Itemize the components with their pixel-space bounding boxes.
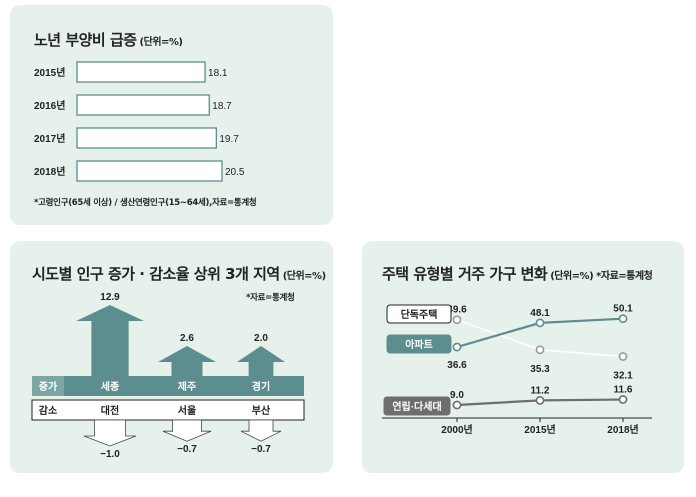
series-point [618,352,628,361]
decrease-region-label: 부산 [252,404,271,417]
x-tick-label: 2018년 [607,423,638,436]
series-point [452,400,462,410]
increase-label-box [32,376,64,396]
increase-label: 증가 [39,380,58,393]
increase-arrow [158,346,216,376]
dependency-value-label: 18.1 [208,68,228,79]
series-name-tag [383,396,451,416]
decrease-region-label: 서울 [178,404,196,417]
series-point [535,318,545,328]
decrease-arrow [240,419,282,442]
decrease-region-label: 대전 [101,404,119,417]
dependency-value-label: 18.7 [212,101,232,112]
dependency-ratio-panel: 노년 부양비 급증 (단위=%) 2015년 18.1 2016년 18.7 2017년 1… [10,5,333,225]
housing-line-chart: 2000년 2015년 2018년 49.6 35.3 32.1 36.6 48.1 50.1 9… [382,304,652,436]
series-value-label: 11.2 [531,385,550,396]
increase-region-label: 제주 [178,380,196,393]
decrease-band [31,399,305,421]
series-name-tag [386,334,452,354]
decrease-value-label: −1.0 [100,449,120,460]
year-label: 2017년 [34,132,65,145]
year-label: 2015년 [34,66,65,79]
year-label: 2018년 [34,165,65,178]
increase-value-label: 12.9 [100,292,120,303]
population-change-panel: 시도별 인구 증가 · 감소율 상위 3개 지역 (단위=%) *자료=통계청 1… [10,241,333,473]
dependency-chart-title: 노년 부양비 급증 (단위=%) [34,31,183,49]
decrease-label: 감소 [39,405,57,417]
series-point [535,345,545,355]
year-label: 2016년 [34,99,65,112]
increase-value-label: 2.6 [180,333,194,344]
x-tick-label: 2015년 [524,423,555,436]
increase-arrow [76,305,144,376]
series-name-label: 연립·다세대 [392,400,441,413]
series-point [452,315,462,325]
series-value-label: 36.6 [447,360,467,371]
series-point [535,395,545,405]
increase-region-label: 경기 [252,380,270,393]
series-point [618,395,628,404]
series-value-label: 9.0 [450,390,464,401]
series-value-label: 49.6 [447,305,467,316]
decrease-value-label: −0.7 [177,444,197,455]
population-source: *자료=통계청 [246,293,295,303]
dependency-bar [76,127,217,149]
series-point [452,342,462,352]
dependency-bar-chart: 2015년 18.1 2016년 18.7 2017년 19.7 2018년 20.5 [34,61,245,182]
series-value-label: 32.1 [613,370,633,381]
increase-region-label: 세종 [101,380,119,393]
dependency-value-label: 20.5 [225,167,245,178]
population-chart-title: 시도별 인구 증가 · 감소율 상위 3개 지역 (단위=%) [32,265,326,283]
dependency-value-label: 19.7 [219,134,239,145]
decrease-arrow [83,419,137,447]
housing-type-panel: 주택 유형별 거주 가구 변화 (단위=%) *자료=통계청 2000년 2015년 2… [362,241,684,473]
housing-chart-title: 주택 유형별 거주 가구 변화 (단위=%) *자료=통계청 [382,265,653,283]
dependency-bar [76,61,206,83]
dependency-footnote: *고령인구(65세 이상) / 생산연령인구(15~64세),자료=통계청 [34,198,257,208]
increase-arrow [237,346,285,376]
dependency-bar [76,94,210,116]
series-value-label: 48.1 [530,308,550,319]
increase-value-label: 2.0 [254,333,268,344]
series-value-label: 35.3 [530,364,550,375]
increase-band [32,376,304,396]
series-name-tag [386,304,452,324]
series-name-label: 아파트 [405,338,433,351]
decrease-value-label: −0.7 [251,444,271,455]
series-name-label: 단독주택 [401,308,438,321]
decrease-arrow [162,419,212,442]
series-point [618,314,628,324]
x-tick-label: 2000년 [441,423,472,436]
series-value-label: 11.6 [614,385,633,396]
series-value-label: 50.1 [613,304,633,315]
dependency-bar [76,160,223,182]
